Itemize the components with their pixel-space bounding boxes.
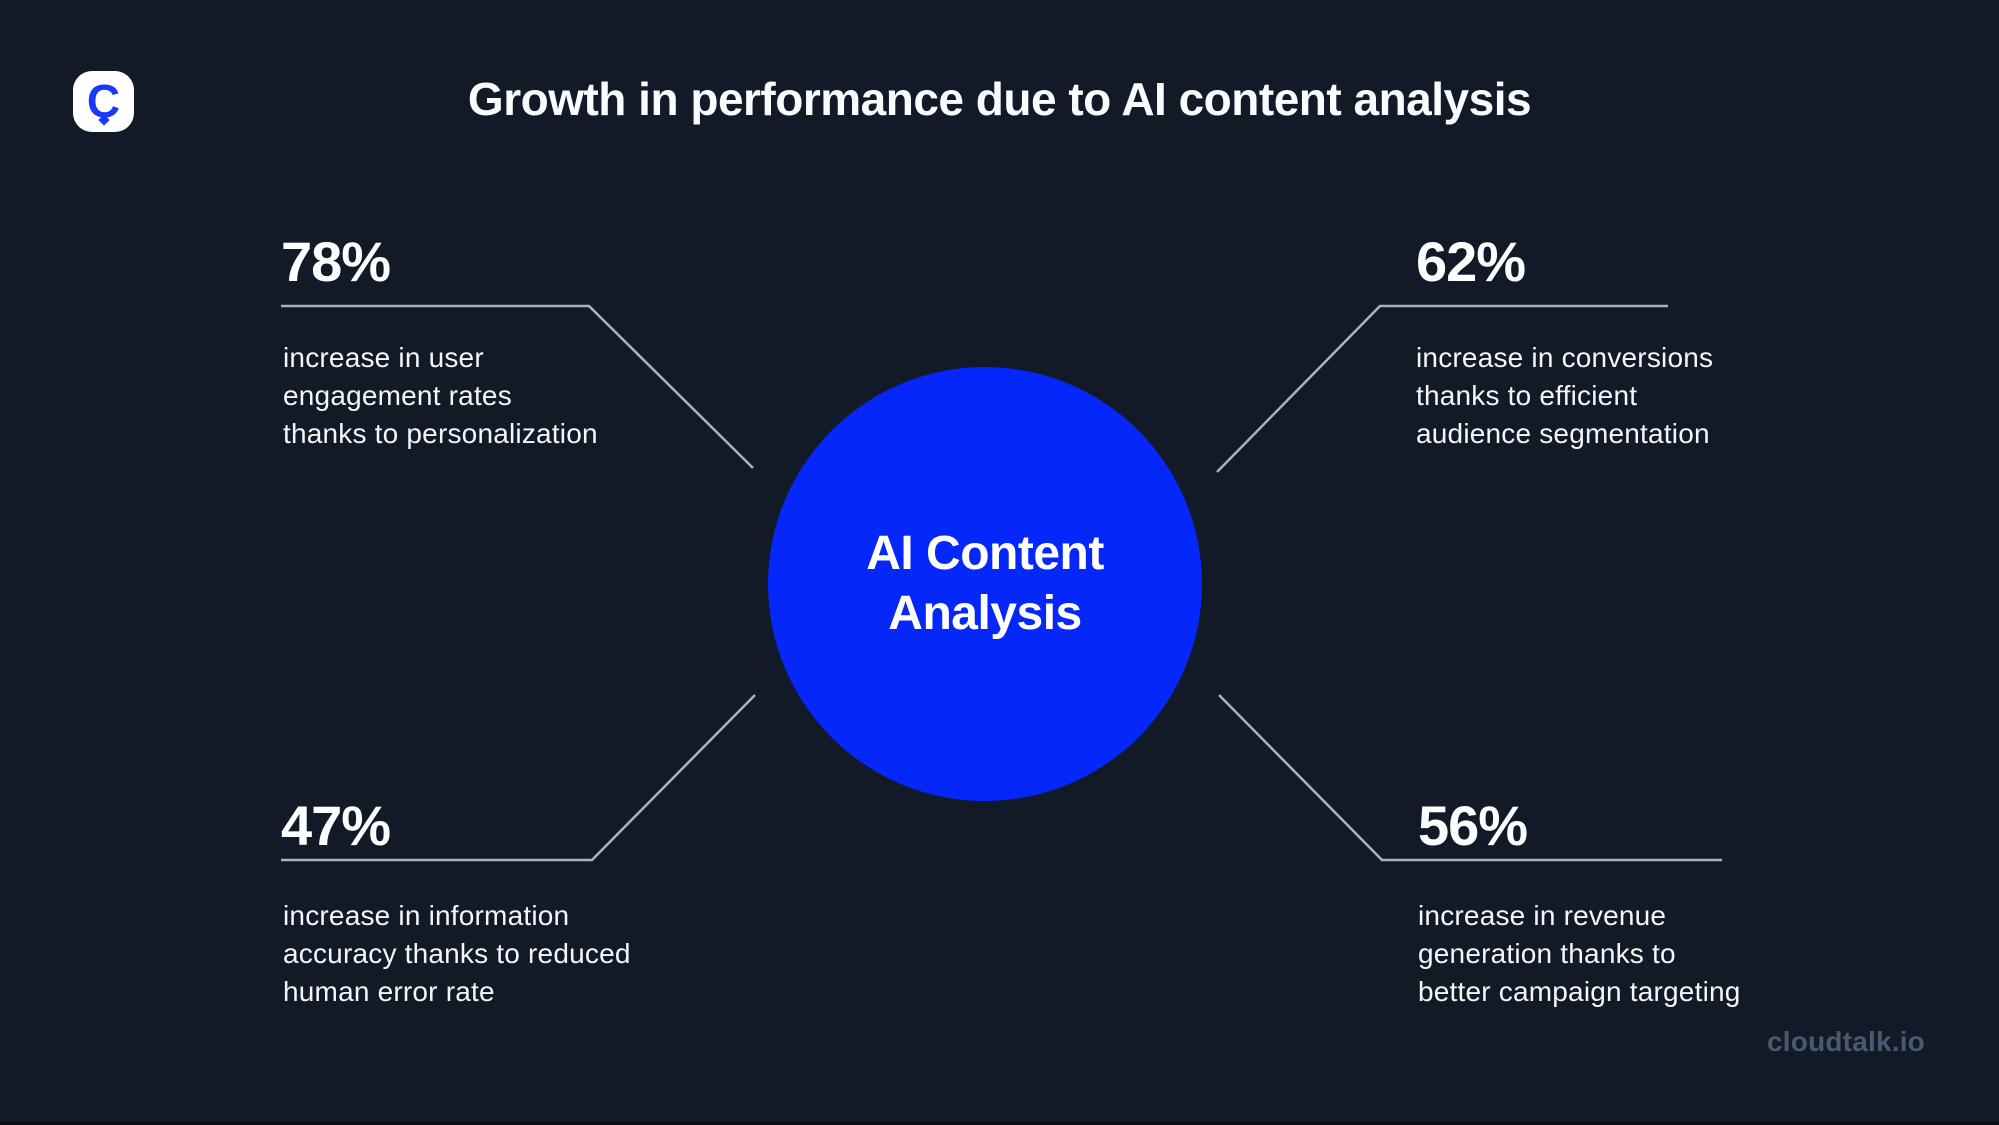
stat-value-top-right: 62% [1416, 230, 1526, 293]
center-node-label-line2: Analysis [888, 587, 1082, 640]
center-node: AI Content Analysis [768, 367, 1202, 801]
stat-description-line: increase in revenue [1418, 900, 1667, 931]
canvas-bottom-edge [0, 1122, 1999, 1125]
stat-description-top-left: increase in user engagement rates thanks… [283, 339, 663, 453]
connector-top-left [281, 304, 754, 469]
stat-value-top-left: 78% [281, 230, 391, 293]
stat-description-line: human error rate [283, 976, 495, 1007]
stat-value-bottom-left: 47% [281, 794, 391, 857]
watermark-cloudtalk: cloudtalk.io [1767, 1026, 1925, 1057]
stat-description-line: better campaign targeting [1418, 976, 1741, 1007]
page-title: Growth in performance due to AI content … [467, 73, 1532, 125]
stat-value-bottom-right: 56% [1418, 794, 1528, 857]
stat-description-bottom-right: increase in revenue generation thanks to… [1418, 897, 1838, 1011]
stat-description-line: increase in user [283, 342, 484, 373]
stat-description-line: generation thanks to [1418, 938, 1676, 969]
cloudtalk-logo-icon: C [73, 71, 134, 132]
stat-description-line: engagement rates [283, 380, 512, 411]
center-node-label-line1: AI Content [866, 527, 1104, 580]
connector-bottom-left [281, 694, 756, 862]
stat-description-line: audience segmentation [1416, 418, 1710, 449]
stat-description-bottom-left: increase in information accuracy thanks … [283, 897, 703, 1011]
stat-description-line: accuracy thanks to reduced [283, 938, 631, 969]
stat-description-top-right: increase in conversions thanks to effici… [1416, 339, 1816, 453]
connector-bottom-right [1218, 694, 1722, 862]
stat-description-line: thanks to efficient [1416, 380, 1638, 411]
connector-top-right [1216, 304, 1668, 473]
stat-description-line: increase in conversions [1416, 342, 1714, 373]
stat-description-line: thanks to personalization [283, 418, 598, 449]
stat-description-line: increase in information [283, 900, 570, 931]
